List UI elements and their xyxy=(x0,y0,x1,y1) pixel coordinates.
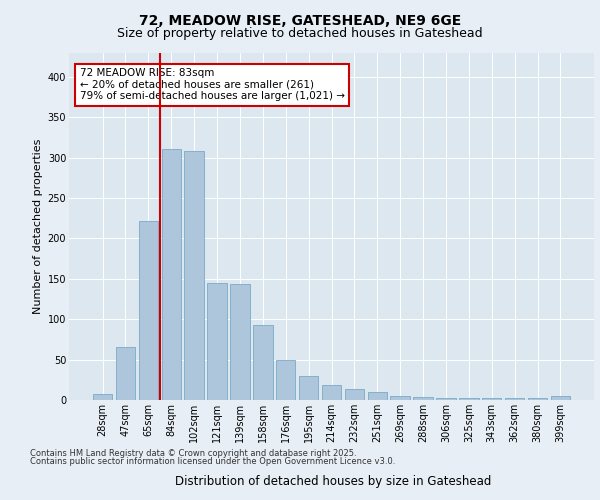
Bar xyxy=(459,398,479,400)
Bar xyxy=(139,220,158,400)
Bar xyxy=(551,396,570,400)
Bar xyxy=(161,150,181,400)
Text: Contains public sector information licensed under the Open Government Licence v3: Contains public sector information licen… xyxy=(30,457,395,466)
Bar xyxy=(436,398,455,400)
Text: Contains HM Land Registry data © Crown copyright and database right 2025.: Contains HM Land Registry data © Crown c… xyxy=(30,448,356,458)
Bar xyxy=(230,284,250,400)
Bar xyxy=(413,397,433,400)
Bar xyxy=(482,398,502,400)
Bar xyxy=(505,398,524,400)
Bar xyxy=(184,151,204,400)
Bar xyxy=(368,392,387,400)
Bar xyxy=(528,398,547,400)
Bar xyxy=(344,390,364,400)
Text: Size of property relative to detached houses in Gateshead: Size of property relative to detached ho… xyxy=(117,28,483,40)
Bar xyxy=(116,348,135,400)
Bar xyxy=(322,384,341,400)
Bar xyxy=(253,325,272,400)
Bar xyxy=(299,376,319,400)
Bar xyxy=(276,360,295,400)
Text: 72 MEADOW RISE: 83sqm
← 20% of detached houses are smaller (261)
79% of semi-det: 72 MEADOW RISE: 83sqm ← 20% of detached … xyxy=(79,68,344,102)
Text: 72, MEADOW RISE, GATESHEAD, NE9 6GE: 72, MEADOW RISE, GATESHEAD, NE9 6GE xyxy=(139,14,461,28)
Bar xyxy=(391,396,410,400)
Bar xyxy=(208,283,227,400)
Text: Distribution of detached houses by size in Gateshead: Distribution of detached houses by size … xyxy=(175,474,491,488)
Y-axis label: Number of detached properties: Number of detached properties xyxy=(34,138,43,314)
Bar xyxy=(93,394,112,400)
